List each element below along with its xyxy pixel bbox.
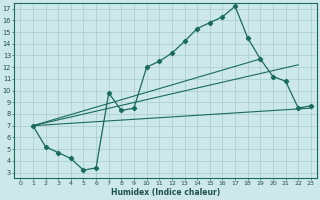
- X-axis label: Humidex (Indice chaleur): Humidex (Indice chaleur): [111, 188, 220, 197]
